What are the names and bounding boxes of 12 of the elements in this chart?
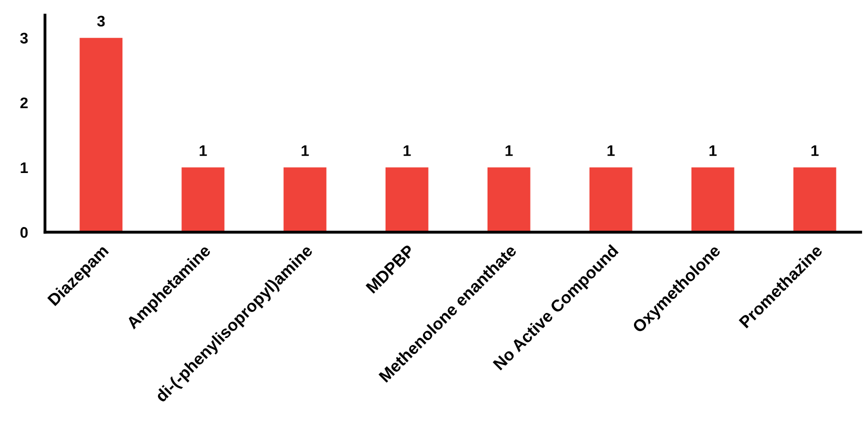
y-tick-label: 0 bbox=[20, 227, 28, 238]
y-tick-label: 1 bbox=[20, 162, 28, 173]
data-label: 1 bbox=[710, 145, 717, 156]
y-tick-label: 2 bbox=[20, 98, 28, 108]
y-tick-label: 3 bbox=[20, 32, 28, 44]
data-label: 1 bbox=[812, 145, 819, 156]
data-label: 1 bbox=[506, 145, 513, 156]
data-label: 1 bbox=[404, 145, 411, 156]
data-label: 3 bbox=[97, 16, 105, 27]
data-label: 1 bbox=[200, 145, 207, 156]
data-label: 1 bbox=[302, 145, 309, 156]
data-label: 1 bbox=[608, 145, 615, 156]
